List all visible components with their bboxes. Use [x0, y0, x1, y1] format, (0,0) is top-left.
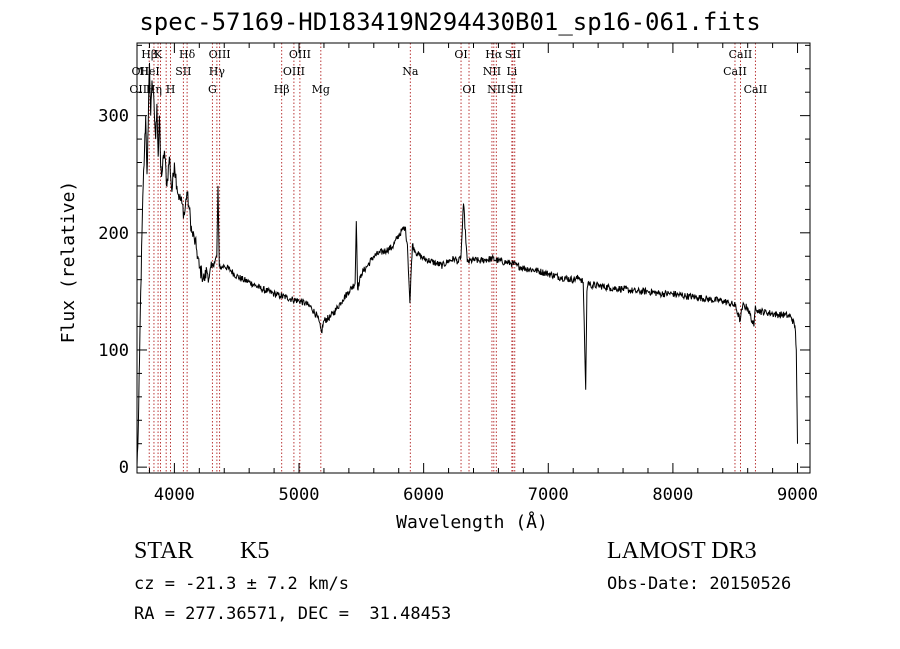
y-tick-label: 200 — [98, 224, 129, 244]
x-tick-label: 7000 — [528, 485, 569, 505]
object-class: STAR — [134, 538, 194, 564]
line-marker-label: Na — [402, 65, 419, 78]
line-marker-label: NII — [483, 65, 501, 78]
x-tick-label: 4000 — [154, 485, 195, 505]
line-marker-label: OII — [132, 65, 150, 78]
line-marker-label: Li — [506, 65, 517, 78]
line-marker-label: Hβ — [274, 83, 290, 96]
survey-name: LAMOST DR3 — [607, 538, 757, 564]
line-marker-label: OI — [462, 83, 475, 96]
x-tick-label: 5000 — [279, 485, 320, 505]
line-marker-label: OIII — [209, 48, 231, 61]
object-subclass: K5 — [240, 538, 270, 564]
line-marker-label: Hη — [146, 83, 162, 96]
line-marker-label: SII — [505, 48, 521, 61]
line-marker-label: NII — [487, 83, 505, 96]
x-tick-label: 8000 — [652, 485, 693, 505]
line-marker-label: G — [208, 83, 217, 96]
line-marker-label: Hγ — [209, 65, 226, 78]
y-tick-label: 0 — [119, 458, 129, 478]
y-tick-label: 100 — [98, 341, 129, 361]
line-marker-label: K — [154, 48, 163, 61]
redshift-value: cz = -21.3 ± 7.2 km/s — [134, 574, 349, 594]
line-marker-label: CaII — [744, 83, 768, 96]
line-labels: HβKHSIIHδGHγOIIIHβOIIIOIIIMgNaOIOINIIHαN… — [129, 48, 767, 96]
line-marker-label: Hδ — [179, 48, 196, 61]
line-marker-label: CaII — [729, 48, 753, 61]
spectrum-line — [136, 62, 798, 468]
line-marker-label: OIII — [283, 65, 305, 78]
spectrum-series — [136, 62, 798, 468]
line-marker-label: OIII — [129, 83, 151, 96]
line-marker-label: SII — [175, 65, 191, 78]
line-marker-label: OIII — [289, 48, 311, 61]
axis-tick-labels: 4000 5000 6000 7000 8000 9000 0 100 200 300 — [98, 107, 818, 505]
line-marker-label: Mg — [312, 83, 330, 96]
x-axis-label: Wavelength (Å) — [396, 511, 548, 533]
chart-title: spec-57169-HD183419N294430B01_sp16-061.f… — [139, 8, 761, 36]
y-tick-label: 300 — [98, 107, 129, 127]
line-marker-label: CaII — [723, 65, 747, 78]
x-tick-label: 9000 — [777, 485, 818, 505]
line-marker-label: H — [166, 83, 176, 96]
obs-date: Obs-Date: 20150526 — [607, 574, 792, 594]
y-axis-label: Flux (relative) — [58, 181, 79, 344]
line-marker-label: OI — [454, 48, 467, 61]
line-marker-label: SII — [507, 83, 523, 96]
axis-ticks — [137, 43, 810, 473]
line-marker-label: Hα — [485, 48, 503, 61]
coordinates: RA = 277.36571, DEC = 31.48453 — [134, 604, 452, 624]
x-tick-label: 6000 — [403, 485, 444, 505]
line-marker-label: Hβ — [141, 48, 157, 61]
line-marker-label: HeI — [139, 65, 159, 78]
